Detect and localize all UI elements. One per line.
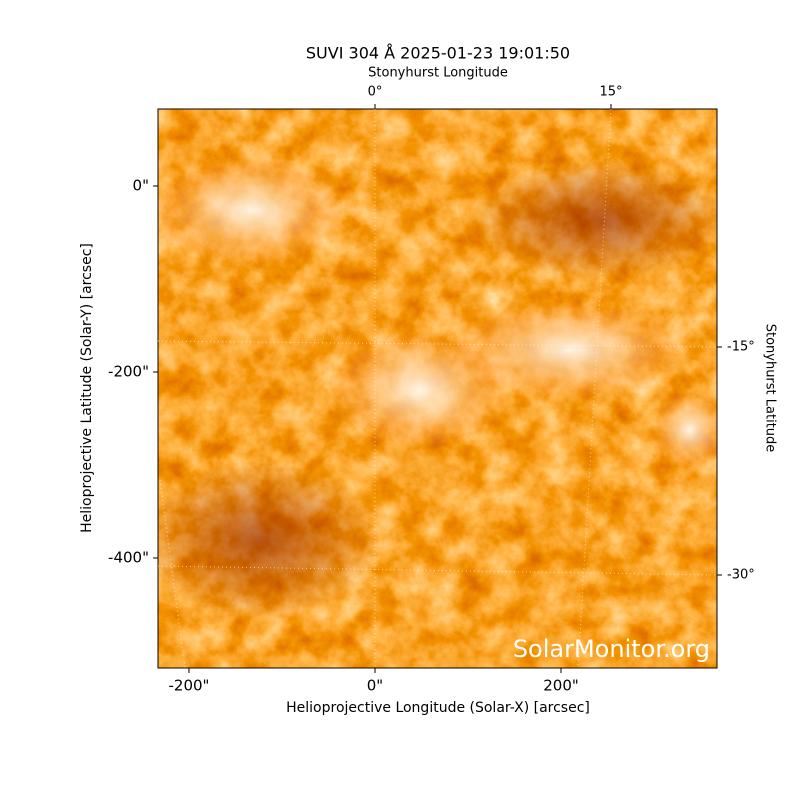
top-tick-label: 0° [368, 85, 383, 100]
y-tick-label: 0" [133, 177, 149, 195]
top-tick-label: 15° [599, 85, 622, 100]
top-axis-label: Stonyhurst Longitude [368, 66, 508, 81]
solar-image [158, 109, 717, 668]
chart-title: SUVI 304 Å 2025-01-23 19:01:50 [306, 44, 570, 63]
watermark: SolarMonitor.org [513, 635, 710, 663]
x-tick-label: 0" [367, 677, 383, 695]
y-tick-label: -200" [108, 362, 149, 380]
right-axis-label: Stonyhurst Latitude [763, 324, 778, 453]
x-tick-label: 200" [543, 677, 579, 695]
right-tick-label: -15° [727, 340, 755, 355]
right-tick-label: -30° [727, 568, 755, 583]
y-tick-label: -400" [108, 548, 149, 566]
x-axis-label: Helioprojective Longitude (Solar-X) [arc… [286, 700, 590, 716]
axes-frame [157, 108, 718, 669]
x-tick-label: -200" [168, 677, 209, 695]
y-axis-label: Helioprojective Latitude (Solar-Y) [arcs… [79, 243, 95, 533]
